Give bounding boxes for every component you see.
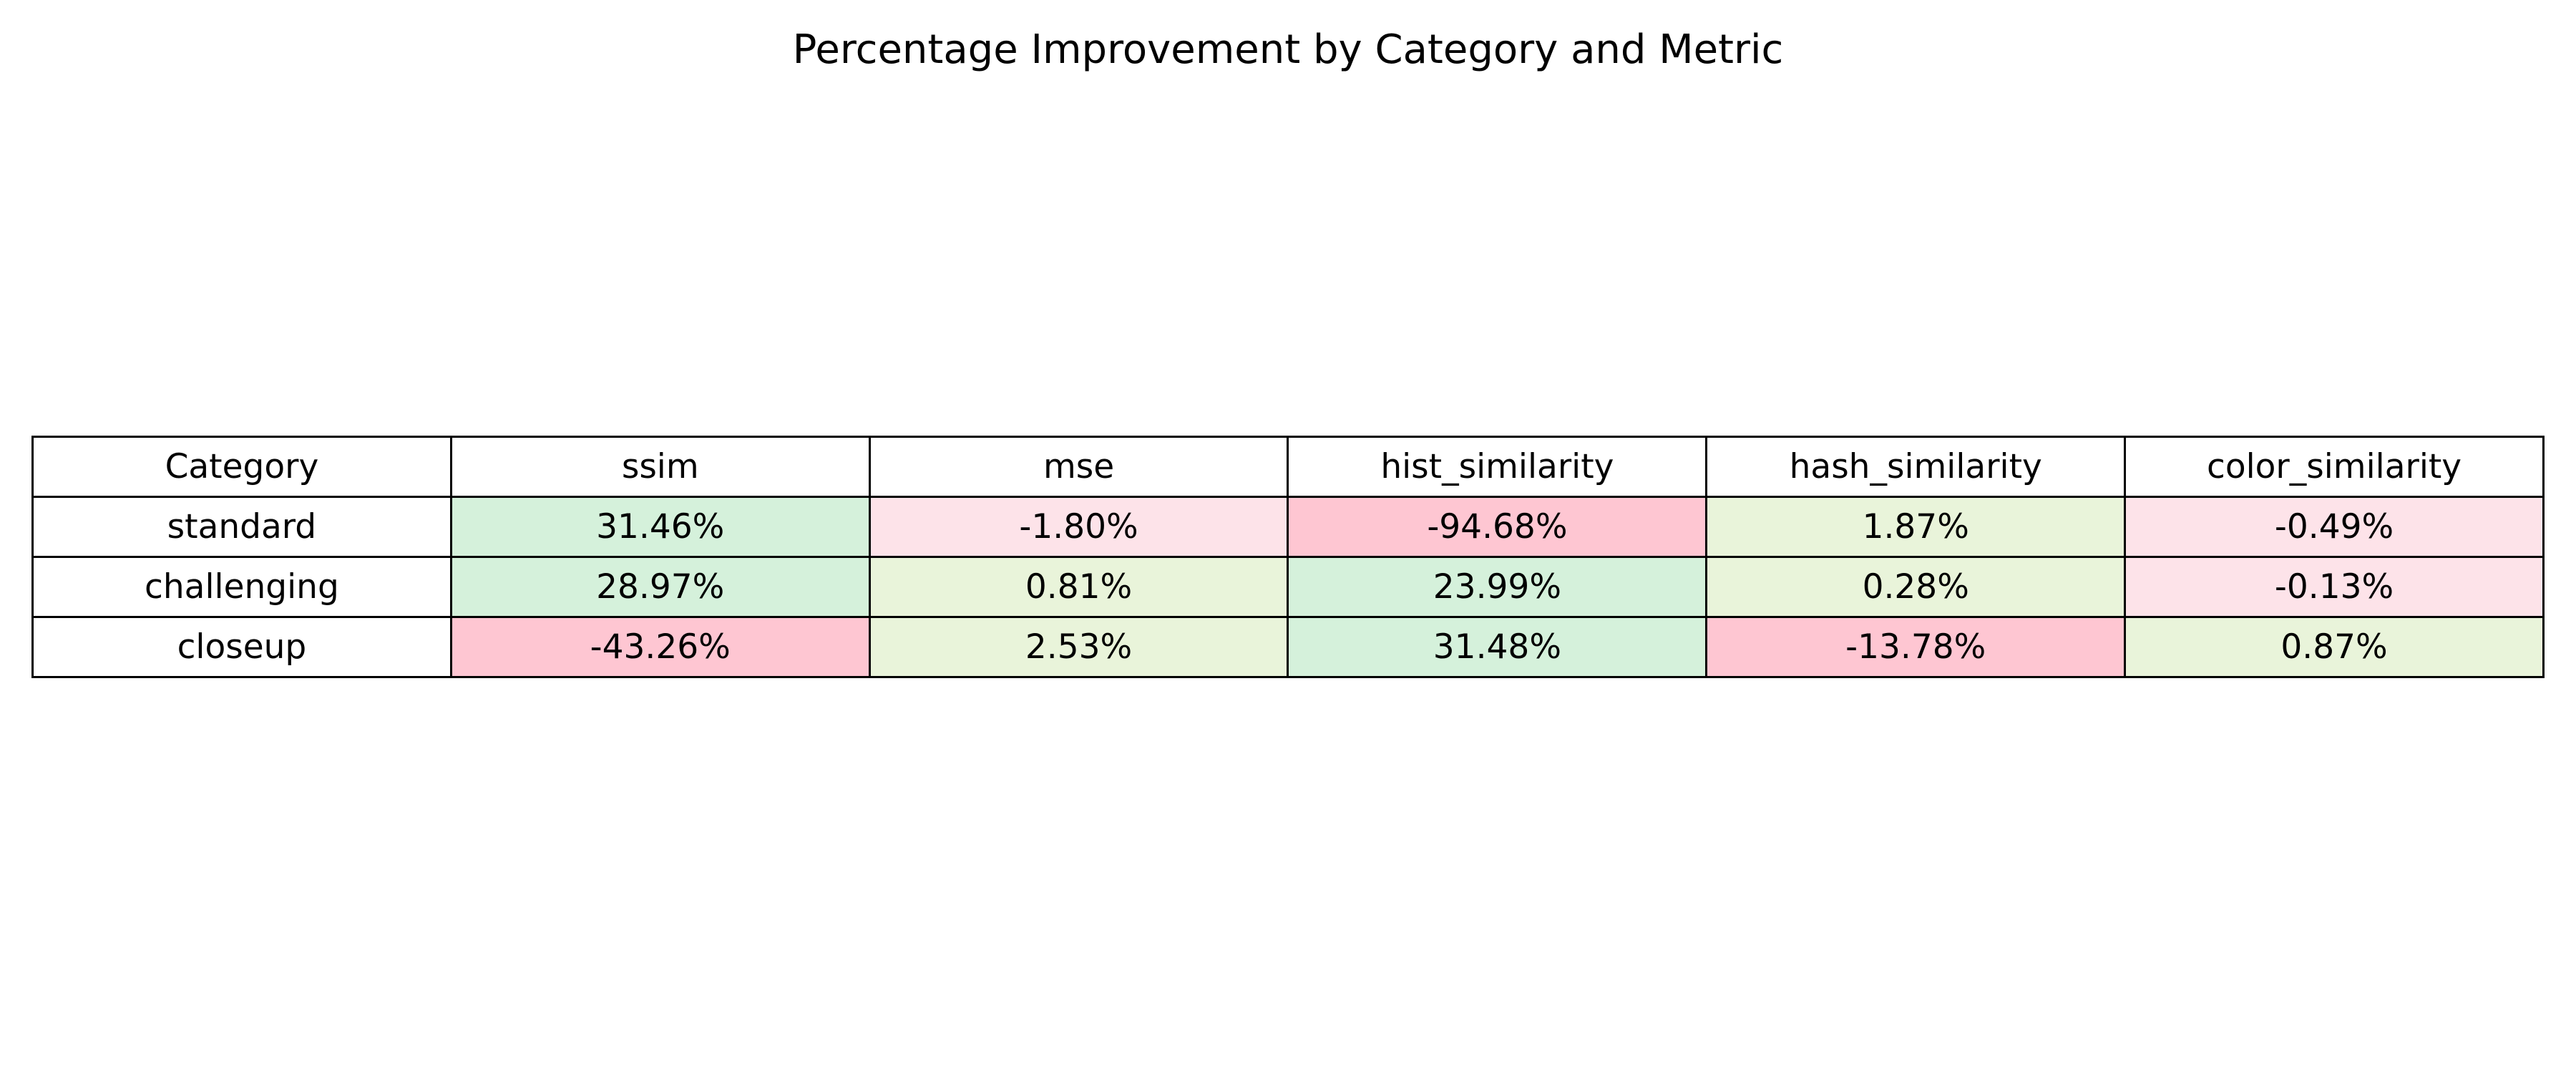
value-cell: 31.46% xyxy=(449,496,871,558)
value-cell: 2.53% xyxy=(868,616,1289,678)
header-mse: mse xyxy=(868,436,1289,498)
header-row: Category ssim mse hist_similarity hash_s… xyxy=(31,436,2545,498)
value-cell: -13.78% xyxy=(1705,616,2127,678)
table-row-closeup: closeup -43.26% 2.53% 31.48% -13.78% 0.8… xyxy=(31,616,2545,678)
table-row-standard: standard 31.46% -1.80% -94.68% 1.87% -0.… xyxy=(31,496,2545,558)
value-cell: 1.87% xyxy=(1705,496,2127,558)
value-cell: -1.80% xyxy=(868,496,1289,558)
value-cell: 0.87% xyxy=(2124,616,2545,678)
value-cell: -0.49% xyxy=(2124,496,2545,558)
header-ssim: ssim xyxy=(449,436,871,498)
value-cell: 28.97% xyxy=(449,556,871,618)
table-row-challenging: challenging 28.97% 0.81% 23.99% 0.28% -0… xyxy=(31,556,2545,618)
header-color-similarity: color_similarity xyxy=(2124,436,2545,498)
row-label: challenging xyxy=(31,556,452,618)
header-hist-similarity: hist_similarity xyxy=(1287,436,1708,498)
value-cell: 0.81% xyxy=(868,556,1289,618)
chart-title: Percentage Improvement by Category and M… xyxy=(792,26,1784,73)
value-cell: -94.68% xyxy=(1287,496,1708,558)
header-hash-similarity: hash_similarity xyxy=(1705,436,2127,498)
value-cell: -0.13% xyxy=(2124,556,2545,618)
value-cell: 0.28% xyxy=(1705,556,2127,618)
row-label: closeup xyxy=(31,616,452,678)
value-cell: -43.26% xyxy=(449,616,871,678)
header-category: Category xyxy=(31,436,452,498)
value-cell: 23.99% xyxy=(1287,556,1708,618)
row-label: standard xyxy=(31,496,452,558)
value-cell: 31.48% xyxy=(1287,616,1708,678)
results-table: Category ssim mse hist_similarity hash_s… xyxy=(31,436,2545,678)
